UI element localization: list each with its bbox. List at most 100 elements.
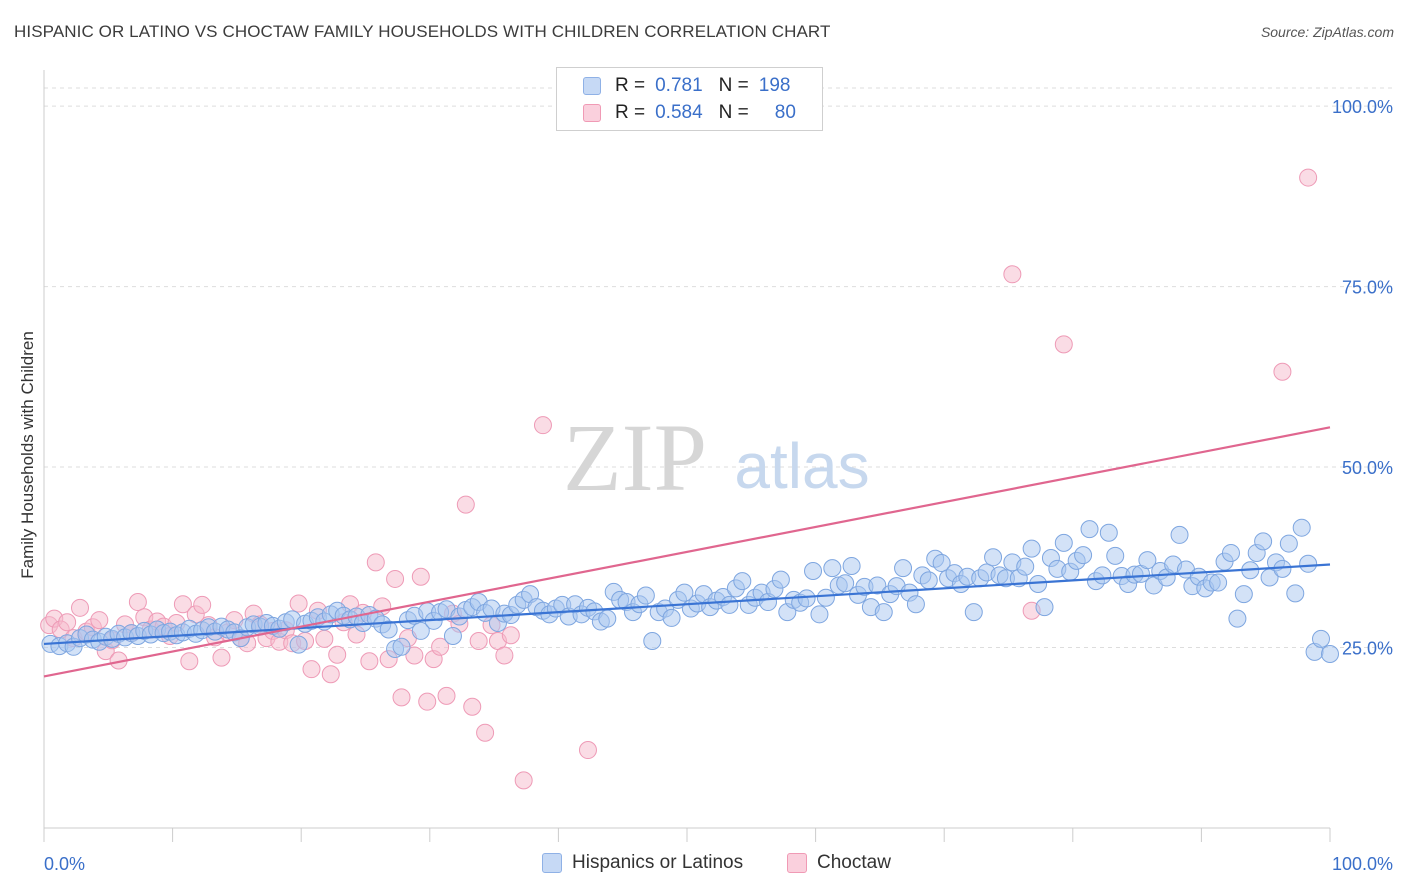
hispanic-point [1093,566,1112,585]
y-axis-label: Family Households with Children [18,331,37,579]
choctaw-point [514,771,533,790]
choctaw-point [533,416,552,435]
hispanic-point [662,608,681,627]
choctaw-point [437,686,456,705]
watermark-zip: ZIP [563,404,707,511]
choctaw-swatch [787,853,807,873]
hispanic-point [443,626,462,645]
hispanic-point [1321,645,1339,664]
choctaw-point [386,569,405,588]
x-tick-label: 100.0% [1332,854,1393,874]
trend-line [43,426,1331,678]
stats-legend: R = 0.781 N = 198 R = 0.584 N = 80 [556,67,823,131]
hispanic-swatch [542,853,562,873]
hispanic-point [1299,554,1318,573]
hispanic-point [836,574,855,593]
choctaw-point [58,613,77,632]
choctaw-point [1003,265,1022,284]
n-value: 198 [758,75,791,96]
hispanic-point [643,632,662,651]
choctaw-point [411,567,430,586]
source-label: Source: ZipAtlas.com [1260,24,1394,40]
hispanic-point [842,556,861,575]
choctaw-point [463,697,482,716]
hispanic-point [804,562,823,581]
choctaw-point [578,741,597,760]
hispanic-point [392,637,411,656]
watermark: ZIP atlas [563,404,870,511]
trend-line [43,563,1331,646]
hispanic-point [289,635,308,654]
hispanic-point [636,586,655,605]
choctaw-point [173,595,192,614]
choctaw-point [495,646,514,665]
choctaw-point [1054,335,1073,354]
choctaw-point [90,611,109,630]
hispanic-point [598,609,617,628]
choctaw-point [193,595,212,614]
hispanic-point [906,595,925,614]
hispanic-point [1035,598,1054,617]
r-label: R = [615,102,646,123]
hispanic-point [1228,609,1247,628]
hispanic-point [984,548,1003,567]
hispanic-point [1234,585,1253,604]
hispanic-point [733,572,752,591]
hispanic-point [1106,546,1125,565]
choctaw-point [321,665,340,684]
hispanic-point [797,589,816,608]
choctaw-point [128,593,147,612]
y-tick-label: 100.0% [1332,97,1393,117]
x-tick-label: 0.0% [44,854,85,874]
r-value: 0.781 [655,75,703,96]
hispanic-point [1286,584,1305,603]
hispanic-point [823,559,842,578]
hispanic-point [720,595,739,614]
hispanic-point [1074,546,1093,565]
choctaw-point [289,594,308,613]
choctaw-point [360,652,379,671]
choctaw-point [418,692,437,711]
hispanic-point [1221,543,1240,562]
choctaw-point [1273,362,1292,381]
legend-label: Hispanics or Latinos [572,852,744,873]
hispanic-point [810,605,829,624]
choctaw-point [476,723,495,742]
trend-lines [43,426,1331,678]
stats-row-hispanic: R = 0.781 N = 198 [583,73,790,99]
chart-title: HISPANIC OR LATINO VS CHOCTAW FAMILY HOU… [14,22,831,41]
hispanic-point [894,559,913,578]
y-tick-label: 25.0% [1342,639,1393,659]
hispanic-point [771,570,790,589]
choctaw-point [469,632,488,651]
choctaw-point [302,660,321,679]
choctaw-point [180,652,199,671]
hispanic-point [816,588,835,607]
hispanic-point [1279,534,1298,553]
hispanic-point [1138,551,1157,570]
n-label: N = [718,102,749,123]
choctaw-swatch [583,104,601,122]
choctaw-point [431,637,450,656]
r-label: R = [615,75,646,96]
hispanic-point [919,571,938,590]
hispanic-point [1016,557,1035,576]
y-tick-label: 75.0% [1342,278,1393,298]
choctaw-point [1299,168,1318,187]
choctaw-point [405,646,424,665]
choctaw-point [501,626,520,645]
hispanic-swatch [583,77,601,95]
hispanic-point [1080,520,1099,539]
hispanic-point [1054,533,1073,552]
legend-label: Choctaw [817,852,891,873]
watermark-atlas: atlas [734,430,869,502]
tick-labels: 25.0% 50.0% 75.0% 100.0% 0.0% 100.0% [44,97,1393,874]
legend-item-choctaw: Choctaw [787,852,891,874]
hispanic-points [41,518,1339,664]
series-legend: Hispanics or Latinos Choctaw [0,852,1406,878]
choctaw-point [315,629,334,648]
hispanic-point [379,620,398,639]
choctaw-point [456,495,475,514]
n-label: N = [718,75,749,96]
